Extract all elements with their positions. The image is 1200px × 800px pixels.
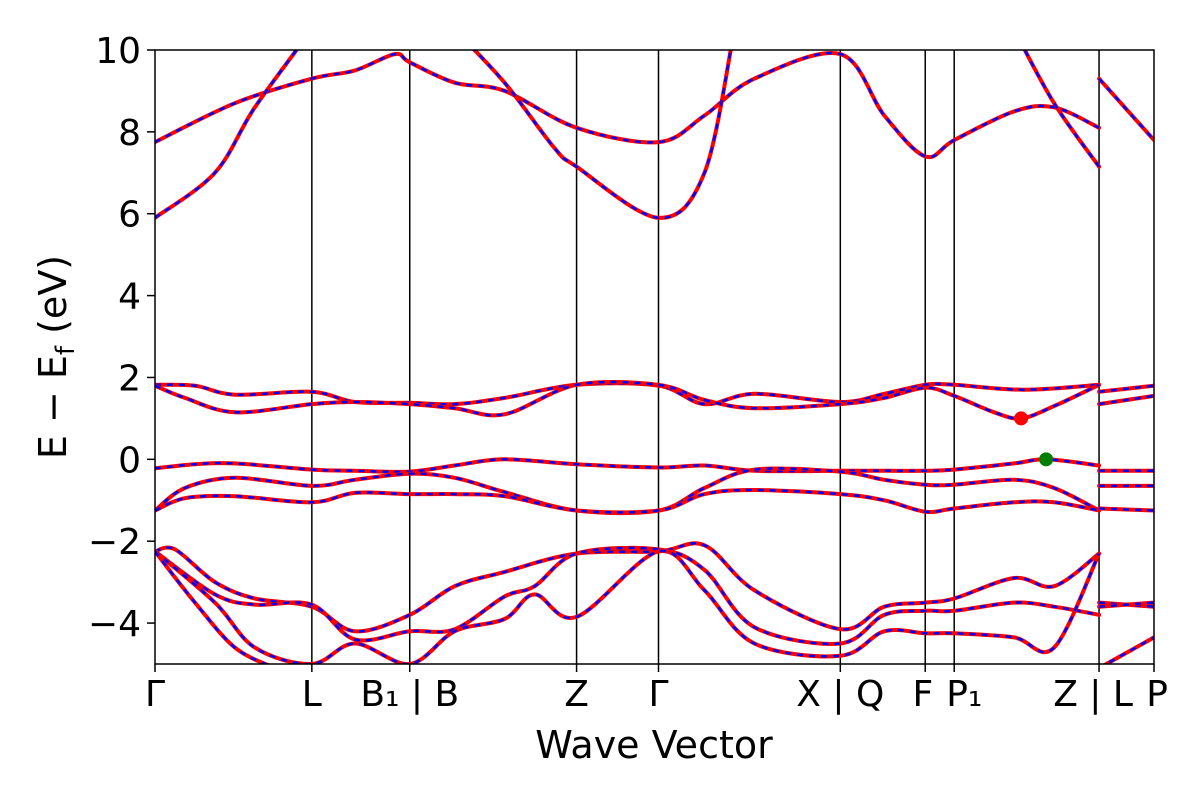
band-line-dashed-18 [155,550,269,664]
x-tick-label-3: Z [564,674,589,715]
y-tick-label-3: 4 [118,277,141,318]
y-axis-label-main: E − E [31,355,75,459]
band-line-dashed-8 [1098,394,1154,406]
y-tick-label-0: 10 [95,31,141,72]
x-tick-label-5: X | Q [796,674,884,715]
x-tick-label-1: L [302,674,322,715]
x-axis-ticks: Γ L B₁ | B Z Γ X | Q F P₁ Z | L P [145,664,1168,715]
y-tick-label-1: 8 [118,113,141,154]
band-lines [155,50,1154,664]
band-line-17 [155,549,1102,664]
band-line-3 [1022,50,1102,169]
y-axis-ticks: 10 8 6 4 2 0 −2 −4 [88,31,155,645]
band-line-dashed-9 [155,458,1100,474]
band-line-5 [155,381,1102,407]
band-line-dashed-20 [1099,601,1154,608]
x-tick-label-2: B₁ | B [360,674,459,715]
band-line-dashed-14 [1099,507,1154,512]
band-line-dashed-2 [472,50,732,220]
y-tick-label-6: −2 [88,522,141,563]
band-line-dashed-1 [155,50,299,219]
y-tick-label-2: 6 [118,195,141,236]
y-tick-label-5: 0 [118,440,141,481]
x-tick-label-8: Z | L [1053,674,1133,715]
x-tick-label-7: P₁ [946,674,982,715]
cbm-marker [1014,411,1029,426]
band-line-dashed-0 [155,51,1100,159]
high-symmetry-lines [311,50,1100,664]
band-line-dashed-15 [155,542,1100,633]
band-line-dashed-6 [155,380,1100,420]
x-tick-label-4: Γ [648,674,668,715]
band-line-15 [155,541,1102,634]
plot-frame [154,49,1155,665]
x-axis-label: Wave Vector [535,723,773,767]
y-tick-label-7: −4 [88,604,141,645]
y-axis-label: E − Ef (eV) [31,255,81,459]
band-line-dashed-17 [155,549,1101,664]
band-line-0 [155,51,1102,160]
x-tick-label-6: F [913,674,934,715]
band-line-6 [155,379,1102,421]
band-line-dashed-7 [1098,384,1154,394]
band-line-1 [155,50,300,220]
band-edge-markers [1014,411,1054,467]
x-tick-label-9: P [1146,674,1168,715]
y-tick-label-4: 2 [118,358,141,399]
band-line-dashed-11 [155,488,1100,514]
vbm-marker [1039,452,1054,467]
x-tick-label-0: Γ [145,674,165,715]
band-line-dashed-16 [155,546,1100,646]
y-axis-label-sub: f [51,345,81,355]
band-line-dashed-4 [1098,77,1154,141]
band-line-21 [1102,635,1154,664]
y-axis-label-tail: (eV) [31,255,75,346]
